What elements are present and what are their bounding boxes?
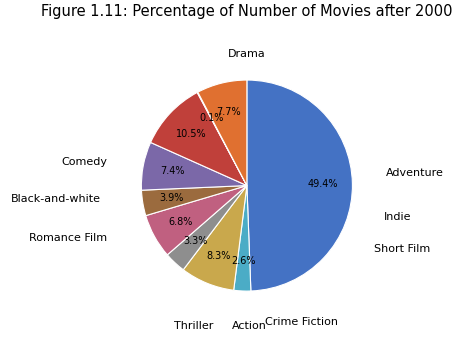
Wedge shape (183, 185, 247, 290)
Text: 10.5%: 10.5% (176, 129, 207, 139)
Title: Figure 1.11: Percentage of Number of Movies after 2000: Figure 1.11: Percentage of Number of Mov… (41, 4, 453, 19)
Wedge shape (142, 185, 247, 216)
Wedge shape (142, 142, 247, 190)
Wedge shape (151, 93, 247, 185)
Wedge shape (146, 185, 247, 255)
Text: 6.8%: 6.8% (168, 217, 192, 227)
Text: Crime Fiction: Crime Fiction (265, 317, 338, 327)
Wedge shape (247, 80, 352, 291)
Text: 49.4%: 49.4% (308, 179, 338, 189)
Text: 2.6%: 2.6% (231, 256, 256, 267)
Text: Drama: Drama (228, 49, 266, 59)
Text: Comedy: Comedy (62, 157, 108, 167)
Text: Thriller: Thriller (174, 321, 214, 331)
Text: 3.9%: 3.9% (160, 193, 184, 203)
Text: 0.1%: 0.1% (199, 113, 224, 124)
Wedge shape (234, 185, 251, 291)
Text: 3.3%: 3.3% (183, 236, 207, 246)
Text: Black-and-white: Black-and-white (11, 194, 101, 204)
Wedge shape (197, 92, 247, 185)
Wedge shape (198, 80, 247, 185)
Text: 7.4%: 7.4% (160, 166, 185, 176)
Text: Short Film: Short Film (374, 244, 430, 254)
Text: Romance Film: Romance Film (29, 233, 108, 243)
Text: Indie: Indie (384, 212, 412, 222)
Text: 8.3%: 8.3% (206, 251, 230, 261)
Text: Adventure: Adventure (386, 168, 444, 178)
Text: 7.7%: 7.7% (216, 107, 241, 117)
Text: Action: Action (232, 321, 267, 331)
Wedge shape (167, 185, 247, 270)
